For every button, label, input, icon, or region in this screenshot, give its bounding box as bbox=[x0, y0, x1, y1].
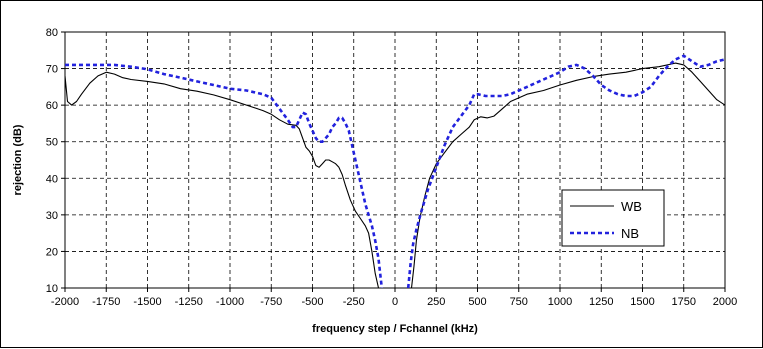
legend-label-nb: NB bbox=[621, 226, 639, 241]
x-tick-label: -1250 bbox=[175, 296, 203, 308]
x-tick-label: -750 bbox=[260, 296, 282, 308]
x-tick-label: -500 bbox=[301, 296, 323, 308]
x-tick-label: -1500 bbox=[133, 296, 161, 308]
x-tick-label: 2000 bbox=[713, 296, 737, 308]
grid bbox=[61, 31, 726, 292]
x-tick-label: 500 bbox=[468, 296, 486, 308]
y-axis-title: rejection (dB) bbox=[12, 124, 24, 195]
x-tick-label: 1500 bbox=[630, 296, 654, 308]
y-tick-label: 80 bbox=[46, 27, 58, 39]
y-tick-label: 10 bbox=[46, 283, 58, 295]
x-axis-title: frequency step / Fchannel (kHz) bbox=[312, 323, 478, 335]
legend: WB NB bbox=[561, 189, 665, 247]
y-tick-label: 50 bbox=[46, 137, 58, 149]
x-tick-label: 0 bbox=[392, 296, 398, 308]
y-tick-label: 30 bbox=[46, 210, 58, 222]
y-tick-label: 20 bbox=[46, 246, 58, 258]
x-tick-label: 250 bbox=[427, 296, 445, 308]
x-tick-label: 1750 bbox=[672, 296, 696, 308]
y-tick-label: 70 bbox=[46, 64, 58, 76]
tick-labels: -2000 -1750 -1500 -1250 -1000 -750 -500 -250 0 25… bbox=[46, 27, 737, 308]
series-layer bbox=[65, 54, 725, 288]
x-tick-label: -1750 bbox=[92, 296, 120, 308]
x-tick-label: -1000 bbox=[216, 296, 244, 308]
series-nb-line bbox=[65, 63, 384, 288]
x-tick-label: 1250 bbox=[589, 296, 613, 308]
series-nb-line bbox=[406, 54, 725, 288]
series-wb-line bbox=[410, 62, 725, 288]
y-tick-label: 60 bbox=[46, 100, 58, 112]
legend-box bbox=[561, 189, 665, 247]
x-tick-label: -250 bbox=[343, 296, 365, 308]
y-tick-label: 40 bbox=[46, 173, 58, 185]
x-tick-label: -2000 bbox=[51, 296, 79, 308]
x-tick-label: 750 bbox=[510, 296, 528, 308]
series-wb-line bbox=[65, 71, 380, 288]
x-tick-label: 1000 bbox=[548, 296, 572, 308]
legend-label-wb: WB bbox=[621, 199, 642, 214]
